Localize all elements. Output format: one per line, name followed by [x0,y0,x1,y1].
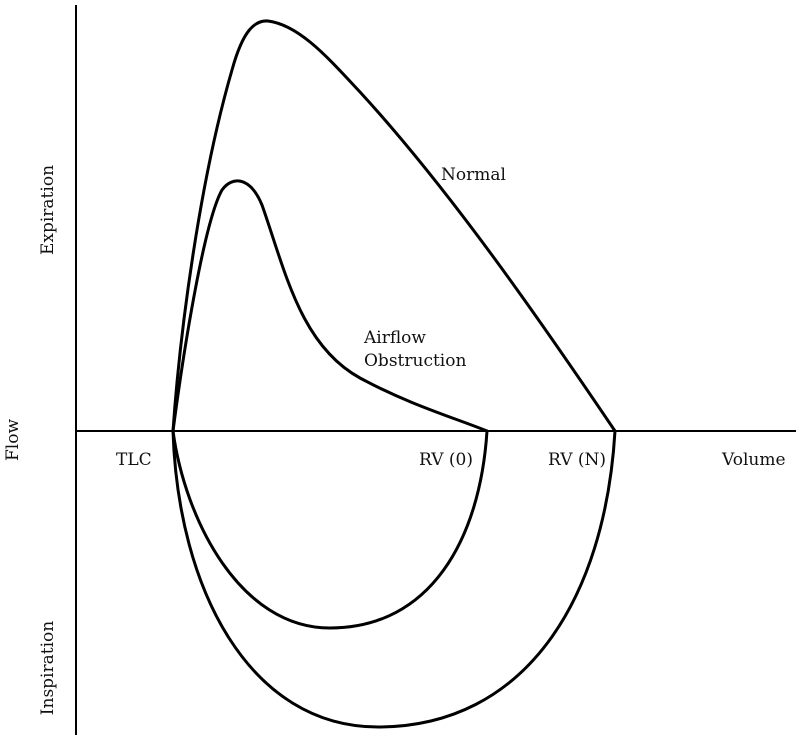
flow-axis-label: Flow [3,419,23,461]
expiration-label: Expiration [38,165,58,255]
obstruction-curve-label-line1: Airflow [363,328,426,348]
obstruction-expiration-curve [171,179,489,433]
normal-inspiration-curve [171,429,617,729]
normal-expiration-curve [171,19,617,433]
normal-curve-label: Normal [441,165,506,185]
inspiration-label: Inspiration [38,621,58,715]
tlc-label: TLC [116,450,152,470]
volume-axis-label: Volume [721,450,786,470]
rv-normal-label: RV (N) [548,450,606,470]
obstruction-curve-label-line2: Obstruction [364,351,466,371]
rv-obstruction-label: RV (0) [419,450,473,470]
obstruction-inspiration-curve [171,429,489,630]
